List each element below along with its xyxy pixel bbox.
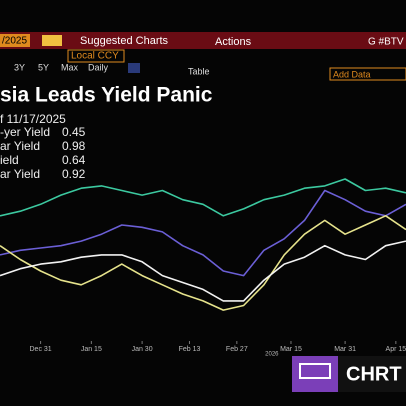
range[interactable]: Max <box>61 62 79 72</box>
date-input-text: /2025 <box>2 36 27 47</box>
series-line <box>0 189 406 277</box>
currency-box[interactable] <box>67 49 125 63</box>
logo-badge <box>292 356 338 392</box>
series-line <box>0 215 406 311</box>
x-tick-label: Jan 15 <box>81 346 102 353</box>
add-data: Add Data <box>333 69 371 79</box>
chart-icon[interactable] <box>128 63 140 73</box>
readout-label: ar Yield <box>0 139 40 153</box>
readout-value: 0.98 <box>62 139 86 153</box>
series-line <box>0 240 406 302</box>
x-tick-label: Mar 31 <box>334 346 356 353</box>
x-tick-label: Dec 31 <box>30 346 52 353</box>
date-input[interactable] <box>0 34 30 47</box>
button-icon[interactable] <box>42 35 62 46</box>
readout-label: ar Yield <box>0 167 40 181</box>
logo-text: CHRT <box>346 363 402 385</box>
actions[interactable]: Actions <box>215 36 252 48</box>
range[interactable]: 5Y <box>38 62 49 72</box>
add-data-box[interactable] <box>329 67 406 81</box>
x-tick-label: Jan 30 <box>132 346 153 353</box>
as-of: f 11/17/2025 <box>0 112 66 126</box>
table[interactable]: Table <box>188 66 210 76</box>
x-tick-label: Mar 15 <box>280 346 302 353</box>
range[interactable]: 3Y <box>14 62 25 72</box>
x-tick-label: Apr 15 <box>386 346 406 353</box>
logo-icon <box>299 363 331 379</box>
currency: Local CCY <box>71 51 119 62</box>
ticker: G #BTV <box>368 37 404 48</box>
x-tick-label: Feb 13 <box>179 346 201 353</box>
readout-value: 0.92 <box>62 167 86 181</box>
top-bar <box>0 32 406 49</box>
readout-label: ield <box>0 153 19 167</box>
readout-label: -yer Yield <box>0 125 50 139</box>
readout-value: 0.45 <box>62 125 86 139</box>
series-line <box>0 178 406 217</box>
year-label: 2026 <box>265 352 279 358</box>
x-tick-label: Feb 27 <box>226 346 248 353</box>
readout-value: 0.64 <box>62 153 86 167</box>
suggested-charts[interactable]: Suggested Charts <box>80 35 169 47</box>
chart-title: sia Leads Yield Panic <box>0 84 213 107</box>
frequency[interactable]: Daily <box>88 62 109 72</box>
